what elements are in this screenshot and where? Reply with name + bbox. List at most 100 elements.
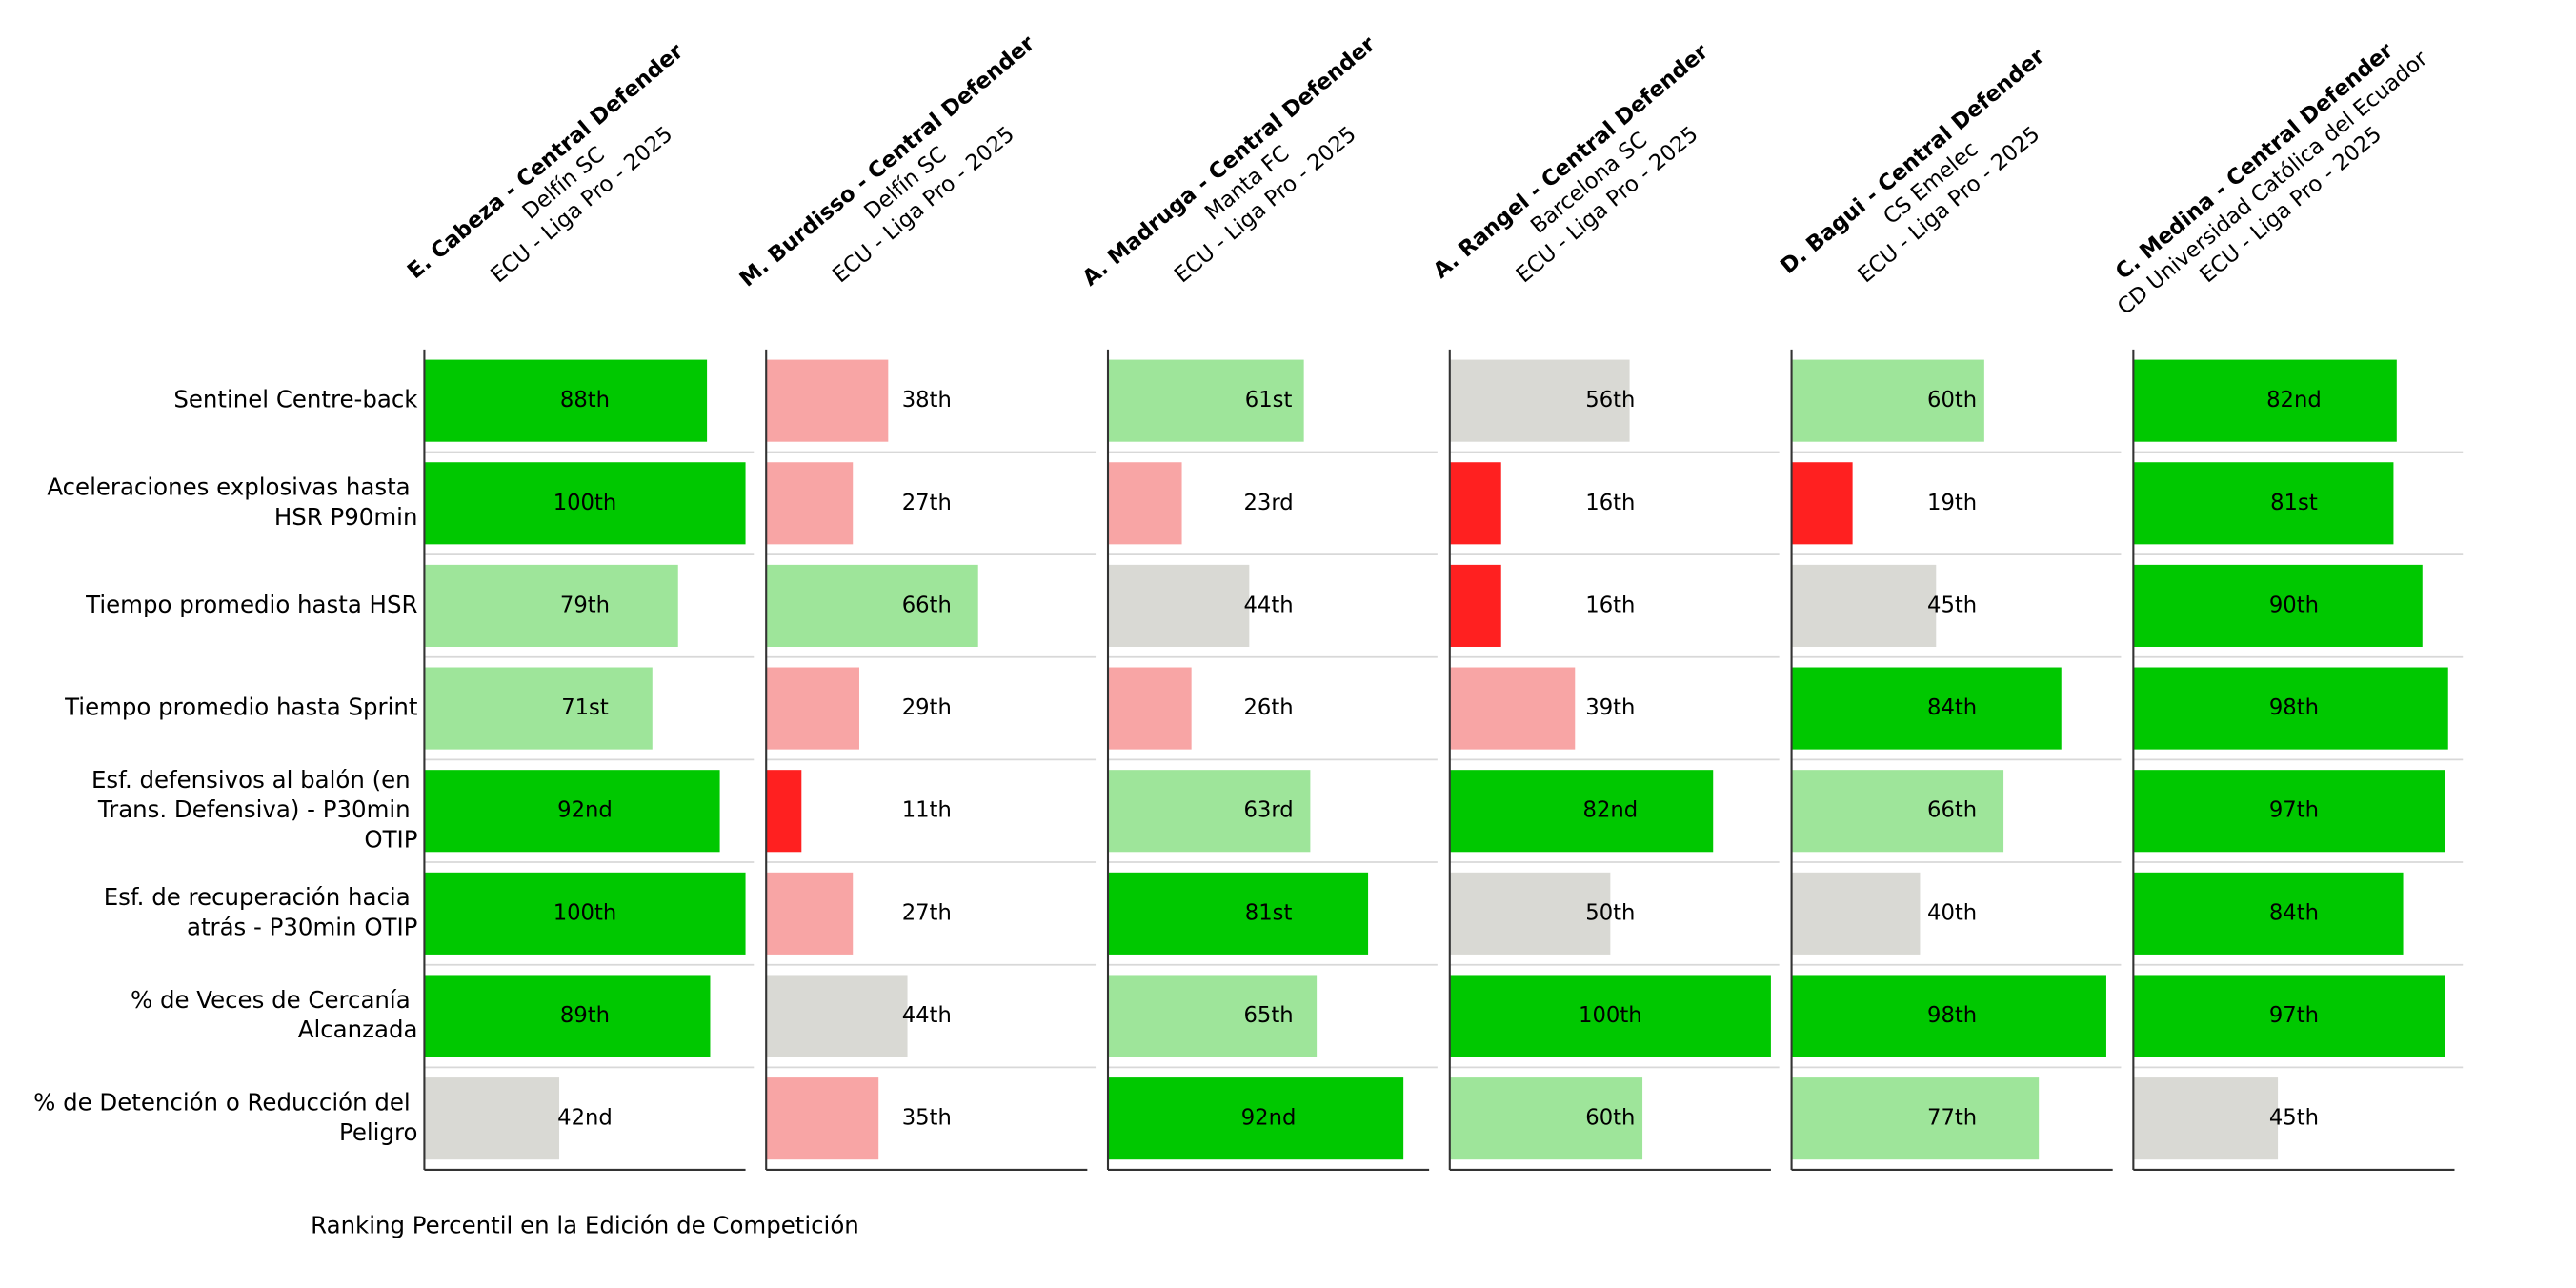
value-label: 44th <box>1243 593 1293 617</box>
bar <box>1107 359 1304 442</box>
value-label: 81st <box>1245 900 1293 925</box>
bar <box>1449 975 1771 1057</box>
value-label: 100th <box>553 491 617 515</box>
value-label: 98th <box>1927 1003 1977 1028</box>
category-label: % de Detención o Reducción del Peligro <box>33 1088 417 1145</box>
bar <box>2133 872 2404 955</box>
bar <box>1107 667 1192 750</box>
bar <box>766 770 802 853</box>
bar <box>1107 564 1250 647</box>
x-axis-label: Ranking Percentil en la Edición de Compe… <box>311 1211 859 1238</box>
bar <box>1107 462 1182 545</box>
bar <box>1107 975 1318 1057</box>
bar <box>1791 564 1937 647</box>
bar <box>766 667 859 750</box>
category-label: Sentinel Centre-back <box>173 386 418 413</box>
value-label: 81st <box>2270 491 2318 515</box>
value-label: 84th <box>2269 900 2319 925</box>
bar <box>766 1077 879 1160</box>
bar <box>1791 359 1984 442</box>
bar <box>766 872 854 955</box>
bar <box>1449 770 1714 853</box>
value-label: 82nd <box>1583 798 1639 823</box>
value-label: 45th <box>2269 1106 2319 1131</box>
bar <box>424 770 720 853</box>
bar <box>1791 770 2004 853</box>
bar <box>1449 564 1501 647</box>
value-label: 100th <box>553 900 617 925</box>
bar <box>424 359 708 442</box>
value-label: 27th <box>902 491 952 515</box>
value-label: 65th <box>1243 1003 1293 1028</box>
value-label: 42nd <box>557 1106 613 1131</box>
bar <box>1791 462 1853 545</box>
value-label: 26th <box>1243 695 1293 720</box>
bar <box>766 975 908 1057</box>
category-label: % de Veces de Cercanía Alcanzada <box>131 986 417 1043</box>
value-label: 16th <box>1585 491 1635 515</box>
value-label: 97th <box>2269 798 2319 823</box>
bar <box>2133 975 2445 1057</box>
value-label: 92nd <box>557 798 613 823</box>
value-label: 66th <box>902 593 952 617</box>
value-label: 38th <box>902 388 952 413</box>
value-label: 92nd <box>1241 1106 1297 1131</box>
bar <box>2133 1077 2279 1160</box>
bar <box>424 462 746 545</box>
bar <box>424 667 653 750</box>
category-label: Esf. de recuperación hacia atrás - P30mi… <box>104 883 418 940</box>
value-label: 40th <box>1927 900 1977 925</box>
bar <box>424 1077 560 1160</box>
value-label: 56th <box>1585 388 1635 413</box>
value-label: 66th <box>1927 798 1977 823</box>
bar <box>766 462 854 545</box>
value-label: 88th <box>560 388 610 413</box>
value-label: 60th <box>1927 388 1977 413</box>
category-label: Aceleraciones explosivas hasta HSR P90mi… <box>47 473 417 531</box>
bar <box>1449 462 1501 545</box>
bar <box>1107 770 1311 853</box>
bar <box>424 564 678 647</box>
bar <box>1107 872 1369 955</box>
value-label: 45th <box>1927 593 1977 617</box>
value-label: 77th <box>1927 1106 1977 1131</box>
bar <box>1449 872 1611 955</box>
bar <box>1107 1077 1404 1160</box>
value-label: 97th <box>2269 1003 2319 1028</box>
bar <box>424 872 746 955</box>
bar <box>2133 359 2397 442</box>
bar <box>1791 667 2062 750</box>
bar <box>1449 1077 1643 1160</box>
value-label: 71st <box>561 695 609 720</box>
value-label: 90th <box>2269 593 2319 617</box>
bar <box>1791 872 1921 955</box>
bar <box>1449 359 1630 442</box>
value-label: 98th <box>2269 695 2319 720</box>
value-label: 35th <box>902 1106 952 1131</box>
bar <box>1791 975 2106 1057</box>
value-label: 61st <box>1245 388 1293 413</box>
club-name: CD Universidad Católica del Ecuador <box>2113 46 2433 320</box>
value-label: 60th <box>1585 1106 1635 1131</box>
bar <box>2133 462 2394 545</box>
bar <box>2133 667 2448 750</box>
value-label: 16th <box>1585 593 1635 617</box>
bar <box>766 564 978 647</box>
value-label: 89th <box>560 1003 610 1028</box>
bar <box>2133 770 2445 853</box>
category-label: Tiempo promedio hasta Sprint <box>64 694 417 721</box>
value-label: 29th <box>902 695 952 720</box>
value-label: 27th <box>902 900 952 925</box>
bar <box>1791 1077 2040 1160</box>
category-label: Tiempo promedio hasta HSR <box>85 591 417 618</box>
category-label: Esf. defensivos al balón (en Trans. Defe… <box>91 766 417 854</box>
value-label: 84th <box>1927 695 1977 720</box>
